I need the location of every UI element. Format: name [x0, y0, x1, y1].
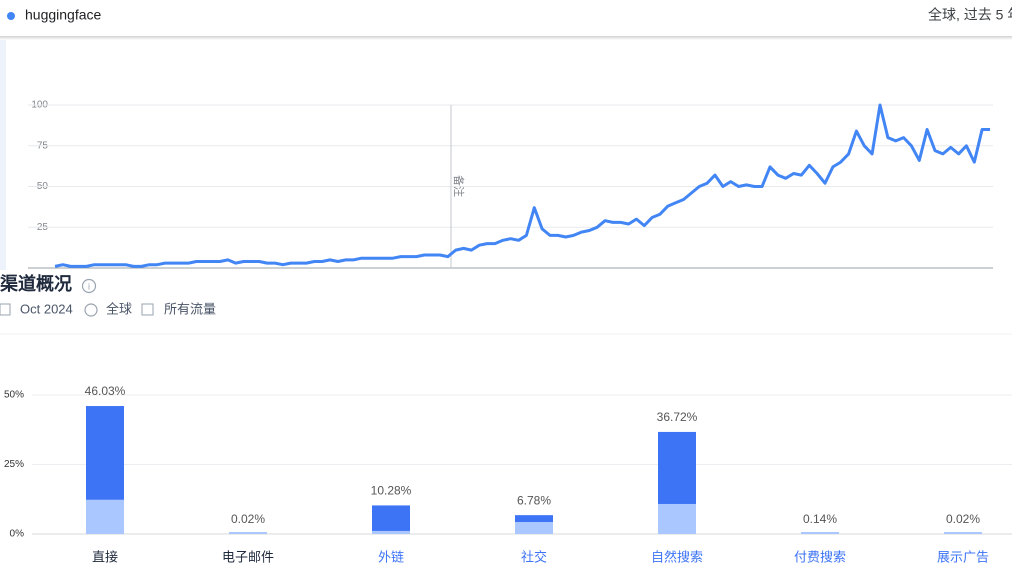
- term-dot: [7, 12, 15, 20]
- value-label: 36.72%: [657, 410, 698, 424]
- value-label: 6.78%: [517, 493, 551, 507]
- header-shadow: [0, 36, 1012, 40]
- value-label: 0.02%: [946, 512, 980, 526]
- bar-segment: [86, 406, 124, 500]
- category-label: 电子邮件: [222, 549, 274, 564]
- term: huggingface: [25, 7, 102, 23]
- category-label[interactable]: 付费搜索: [794, 549, 846, 564]
- trend-line: [54, 103, 990, 268]
- bar-segment: [229, 532, 267, 534]
- bar-segment: [86, 499, 124, 534]
- region[interactable]: 全球: [106, 301, 132, 316]
- bar-segment: [658, 431, 696, 504]
- traffic-icon: [141, 303, 154, 316]
- y-tick-label: 0%: [10, 529, 25, 540]
- category-label[interactable]: 社交: [521, 549, 547, 564]
- section-title: 渠道概况: [0, 273, 72, 294]
- traffic[interactable]: 所有流量: [164, 301, 216, 316]
- bar-segment: [944, 532, 982, 534]
- info-icon[interactable]: [81, 278, 97, 294]
- value-label: 0.14%: [803, 512, 837, 526]
- bar-segment: [515, 522, 553, 534]
- calendar-icon: [0, 303, 11, 316]
- category-label: 直接: [92, 549, 118, 564]
- y-tick-label: 25%: [4, 459, 24, 470]
- header-bar: [0, 0, 1012, 36]
- category-label[interactable]: 自然搜索: [651, 549, 703, 564]
- annotation: 备注: [452, 175, 466, 197]
- y-tick-label: 50%: [4, 390, 24, 401]
- value-label: 46.03%: [85, 384, 126, 398]
- value-label: 10.28%: [371, 484, 412, 498]
- side-strip: [0, 40, 6, 270]
- category-label[interactable]: 展示广告: [937, 549, 989, 564]
- scope[interactable]: 全球, 过去 5 年: [928, 7, 1012, 23]
- category-label[interactable]: 外链: [378, 549, 404, 564]
- date[interactable]: Oct 2024: [20, 301, 73, 316]
- bar-segment: [515, 515, 553, 523]
- info-icon-glyph: i: [88, 281, 90, 291]
- bar-segment: [372, 505, 410, 531]
- globe-icon: [84, 303, 98, 317]
- bar-segment: [372, 530, 410, 534]
- value-label: 0.02%: [231, 512, 265, 526]
- bar-segment: [801, 532, 839, 534]
- bar-segment: [658, 503, 696, 534]
